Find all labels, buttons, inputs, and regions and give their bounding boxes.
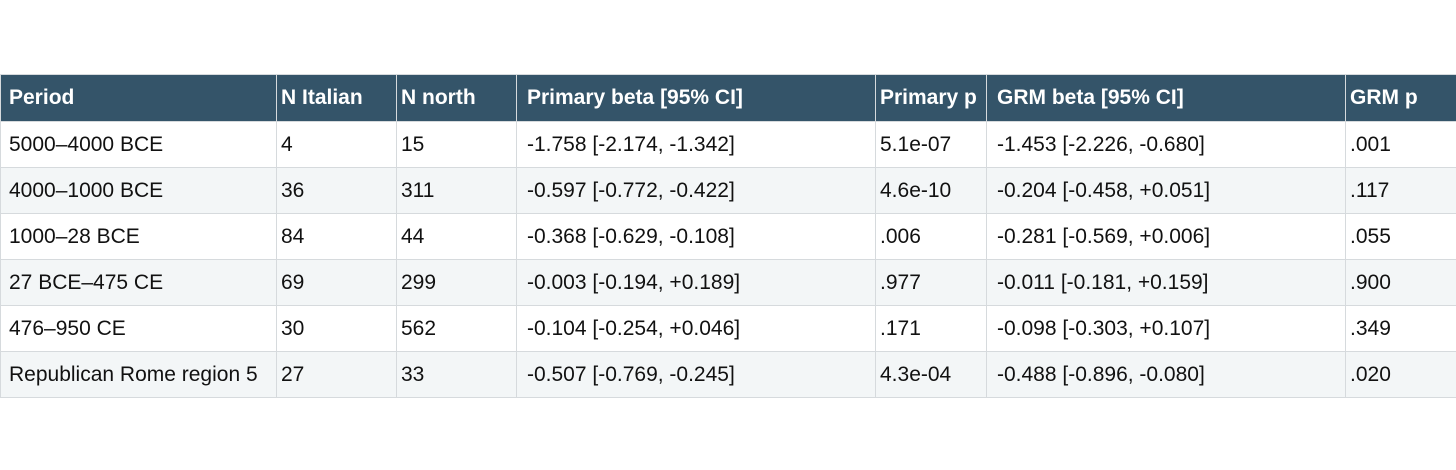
cell-period: 27 BCE–475 CE — [0, 259, 277, 306]
cell-grm-p: .055 — [1345, 213, 1456, 260]
cell-grm-beta: -0.488 [-0.896, -0.080] — [986, 351, 1346, 398]
cell-primary-p: .171 — [875, 305, 987, 352]
cell-grm-p: .020 — [1345, 351, 1456, 398]
cell-primary-p: 5.1e-07 — [875, 121, 987, 168]
table-row: 476–950 CE 30 562 -0.104 [-0.254, +0.046… — [0, 305, 1456, 352]
cell-n-italian: 69 — [276, 259, 397, 306]
cell-period: 4000–1000 BCE — [0, 167, 277, 214]
cell-grm-beta: -0.011 [-0.181, +0.159] — [986, 259, 1346, 306]
cell-n-italian: 36 — [276, 167, 397, 214]
cell-primary-p: .006 — [875, 213, 987, 260]
column-header-grm-beta: GRM beta [95% CI] — [986, 74, 1346, 122]
cell-n-italian: 27 — [276, 351, 397, 398]
cell-grm-p: .001 — [1345, 121, 1456, 168]
cell-grm-beta: -1.453 [-2.226, -0.680] — [986, 121, 1346, 168]
cell-n-north: 299 — [396, 259, 517, 306]
cell-primary-beta: -0.368 [-0.629, -0.108] — [516, 213, 876, 260]
column-header-n-italian: N Italian — [276, 74, 397, 122]
cell-primary-p: 4.6e-10 — [875, 167, 987, 214]
cell-n-north: 562 — [396, 305, 517, 352]
cell-period: 5000–4000 BCE — [0, 121, 277, 168]
cell-n-north: 311 — [396, 167, 517, 214]
cell-primary-beta: -0.003 [-0.194, +0.189] — [516, 259, 876, 306]
table-row: 1000–28 BCE 84 44 -0.368 [-0.629, -0.108… — [0, 213, 1456, 260]
table-row: 27 BCE–475 CE 69 299 -0.003 [-0.194, +0.… — [0, 259, 1456, 306]
cell-n-north: 33 — [396, 351, 517, 398]
column-header-primary-p: Primary p — [875, 74, 987, 122]
column-header-n-north: N north — [396, 74, 517, 122]
cell-n-italian: 4 — [276, 121, 397, 168]
cell-primary-beta: -0.597 [-0.772, -0.422] — [516, 167, 876, 214]
cell-grm-p: .900 — [1345, 259, 1456, 306]
column-header-primary-beta: Primary beta [95% CI] — [516, 74, 876, 122]
cell-primary-beta: -0.104 [-0.254, +0.046] — [516, 305, 876, 352]
cell-period: Republican Rome region 5 — [0, 351, 277, 398]
cell-primary-beta: -1.758 [-2.174, -1.342] — [516, 121, 876, 168]
cell-primary-beta: -0.507 [-0.769, -0.245] — [516, 351, 876, 398]
cell-primary-p: .977 — [875, 259, 987, 306]
cell-grm-p: .117 — [1345, 167, 1456, 214]
cell-n-italian: 84 — [276, 213, 397, 260]
table-row: Republican Rome region 5 27 33 -0.507 [-… — [0, 351, 1456, 398]
cell-period: 1000–28 BCE — [0, 213, 277, 260]
cell-grm-beta: -0.098 [-0.303, +0.107] — [986, 305, 1346, 352]
cell-grm-beta: -0.281 [-0.569, +0.006] — [986, 213, 1346, 260]
table-row: 5000–4000 BCE 4 15 -1.758 [-2.174, -1.34… — [0, 121, 1456, 168]
cell-n-north: 15 — [396, 121, 517, 168]
cell-n-north: 44 — [396, 213, 517, 260]
header-row: Period N Italian N north Primary beta [9… — [0, 74, 1456, 122]
cell-grm-p: .349 — [1345, 305, 1456, 352]
cell-primary-p: 4.3e-04 — [875, 351, 987, 398]
table-row: 4000–1000 BCE 36 311 -0.597 [-0.772, -0.… — [0, 167, 1456, 214]
column-header-grm-p: GRM p — [1345, 74, 1456, 122]
column-header-period: Period — [0, 74, 277, 122]
cell-grm-beta: -0.204 [-0.458, +0.051] — [986, 167, 1346, 214]
cell-period: 476–950 CE — [0, 305, 277, 352]
results-table-container: Period N Italian N north Primary beta [9… — [0, 74, 1456, 398]
cell-n-italian: 30 — [276, 305, 397, 352]
results-table: Period N Italian N north Primary beta [9… — [0, 74, 1456, 398]
